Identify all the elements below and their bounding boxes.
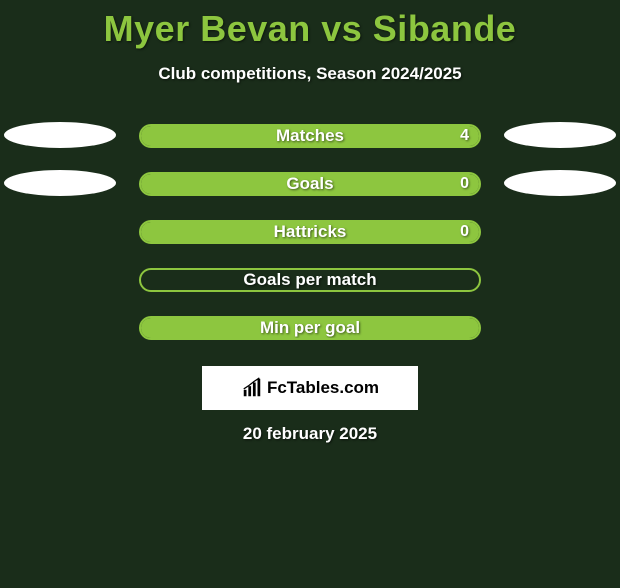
player-left-marker <box>4 170 116 196</box>
stat-row: Goals 0 <box>0 172 620 196</box>
stat-bar: Min per goal <box>139 316 481 340</box>
stat-label: Goals per match <box>243 270 376 290</box>
subtitle: Club competitions, Season 2024/2025 <box>0 64 620 84</box>
stat-bar: Goals per match <box>139 268 481 292</box>
page-title: Myer Bevan vs Sibande <box>0 8 620 50</box>
player-right-marker <box>504 122 616 148</box>
stat-bar: Hattricks 0 <box>139 220 481 244</box>
stat-row: Hattricks 0 <box>0 220 620 244</box>
date-text: 20 february 2025 <box>0 424 620 444</box>
player-right-marker <box>504 170 616 196</box>
brand-text: FcTables.com <box>267 378 379 398</box>
stat-label: Min per goal <box>260 318 360 338</box>
stat-row: Min per goal <box>0 316 620 340</box>
brand-box: FcTables.com <box>202 366 418 410</box>
brand-chart-icon <box>241 377 263 399</box>
stat-label: Hattricks <box>274 222 347 242</box>
stat-bar: Goals 0 <box>139 172 481 196</box>
stat-label: Goals <box>286 174 333 194</box>
stats-container: Matches 4 Goals 0 Hattricks 0 Goals per match M… <box>0 124 620 340</box>
stat-row: Matches 4 <box>0 124 620 148</box>
stat-value: 0 <box>460 223 469 241</box>
stat-bar: Matches 4 <box>139 124 481 148</box>
player-left-marker <box>4 122 116 148</box>
stat-value: 0 <box>460 175 469 193</box>
stat-value: 4 <box>460 127 469 145</box>
stat-row: Goals per match <box>0 268 620 292</box>
stat-label: Matches <box>276 126 344 146</box>
